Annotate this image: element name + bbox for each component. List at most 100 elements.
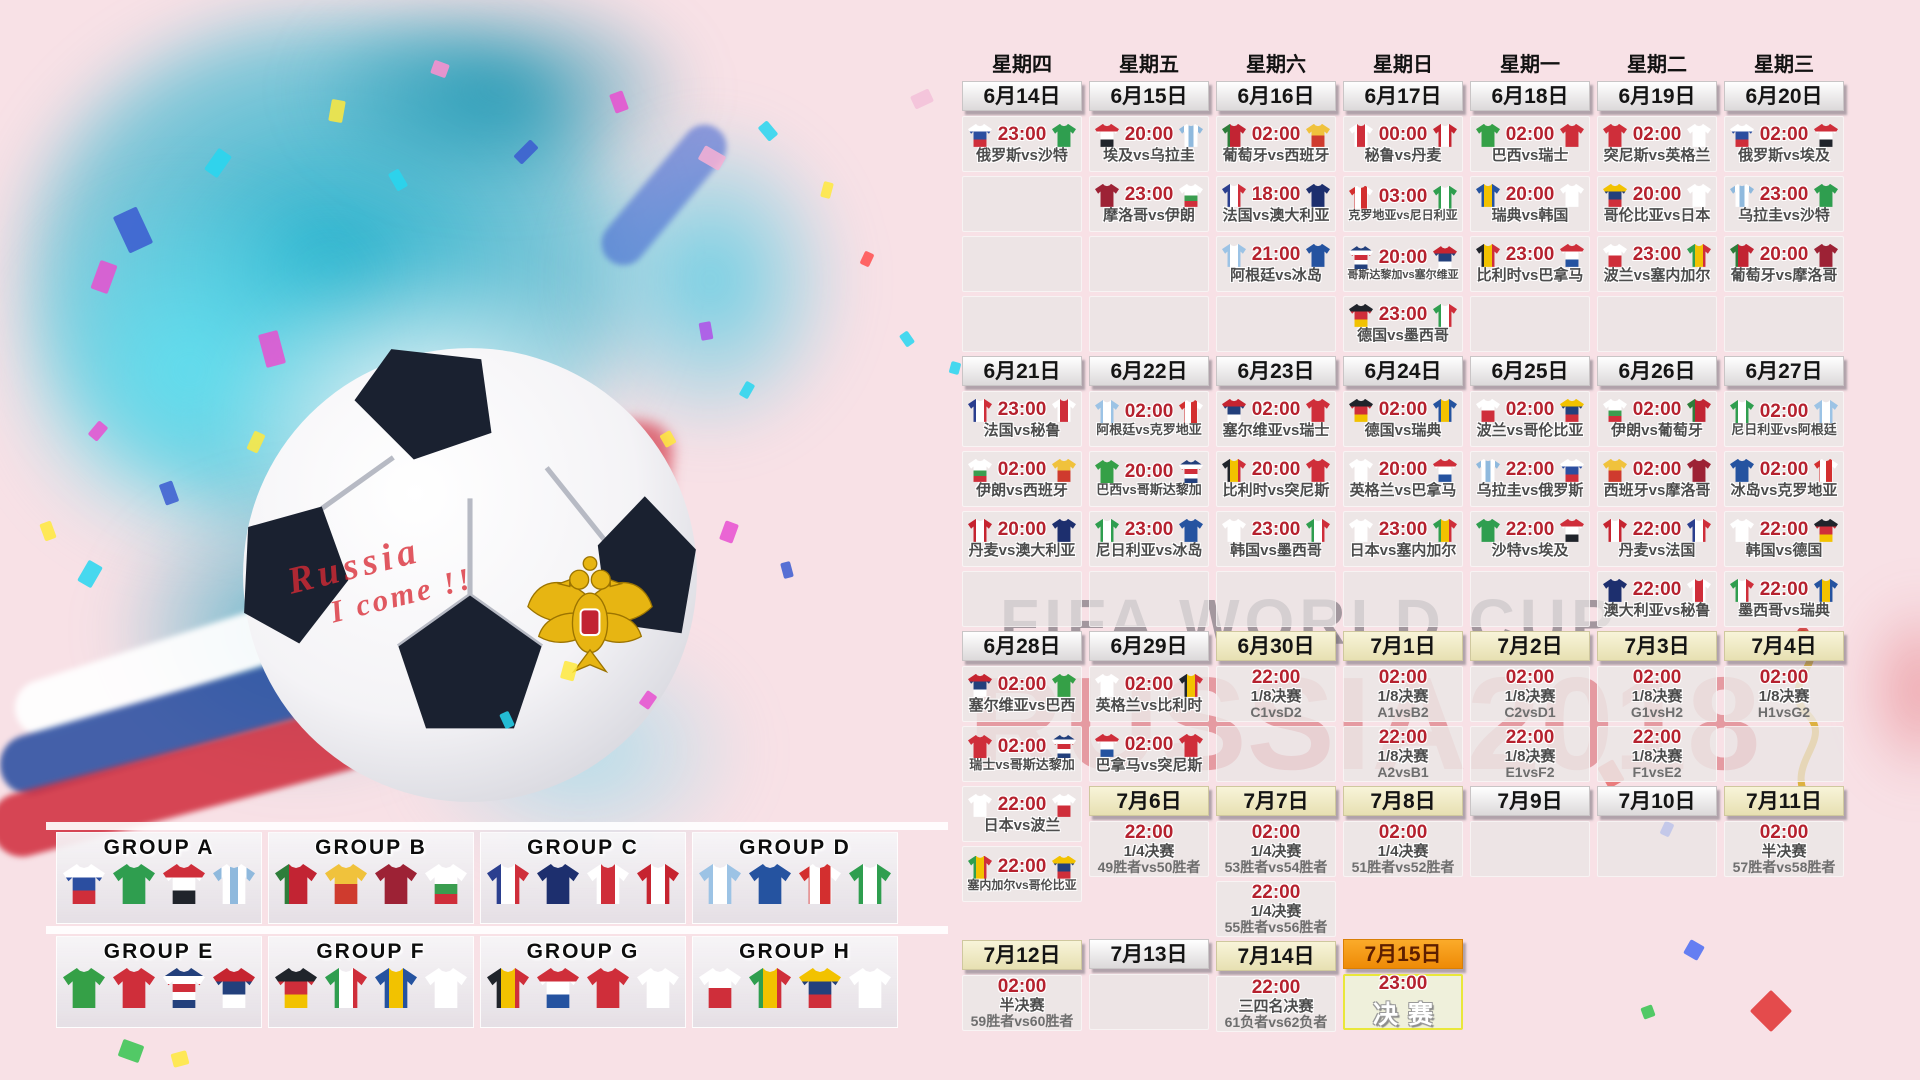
match-top-row: 22:00 <box>1471 518 1589 542</box>
jersey-icon-日本 <box>849 968 891 1008</box>
jersey-icon-德国 <box>1349 303 1373 327</box>
jersey-icon-塞尔维亚 <box>1222 398 1246 422</box>
group-jerseys <box>699 968 891 1008</box>
date-button: 6月19日 <box>1597 81 1717 111</box>
match-time: 23:00 <box>1124 184 1174 206</box>
jersey-icon-塞尔维亚 <box>968 673 992 697</box>
date-button: 7月7日 <box>1216 786 1336 816</box>
date-button: 7月1日 <box>1343 631 1463 661</box>
match-time: 22:00 <box>1124 822 1174 844</box>
fixture-label: 51胜者vs52胜者 <box>1351 859 1455 876</box>
date-button: 6月14日 <box>962 81 1082 111</box>
match-teams: 尼日利亚vs冰岛 <box>1095 541 1203 559</box>
match-teams: 阿根廷vs冰岛 <box>1230 266 1322 284</box>
groups-row-1: GROUP A GROUP B GROUP C GROUP D <box>56 832 898 924</box>
match-teams: 克罗地亚vs尼日利亚 <box>1348 207 1458 222</box>
round-label: 三四名决赛 <box>1238 998 1314 1016</box>
jersey-icon-克罗地亚 <box>1349 185 1373 209</box>
weekday-label: 星期日 <box>1373 54 1433 76</box>
match-teams: 西班牙vs摩洛哥 <box>1603 481 1711 499</box>
round-label: 1/4决赛 <box>1250 843 1302 861</box>
match-time: 02:00 <box>1251 399 1301 421</box>
group-jerseys <box>275 864 467 904</box>
jersey-icon-西班牙 <box>1305 123 1330 147</box>
group-title: GROUP H <box>739 940 851 963</box>
date-button: 6月29日 <box>1089 631 1209 661</box>
knockout-cell: 22:00 1/8决赛 C1vsD2 <box>1216 666 1336 722</box>
match-teams: 乌拉圭vs俄罗斯 <box>1476 481 1584 499</box>
match-time: 02:00 <box>1124 400 1174 422</box>
jersey-icon-澳大利亚 <box>537 864 579 904</box>
match-cell: 23:00 德国vs墨西哥 <box>1343 296 1463 352</box>
empty-cell <box>1089 296 1209 352</box>
jersey-icon-摩洛哥 <box>1095 183 1119 207</box>
match-teams: 巴西vs哥斯达黎加 <box>1096 482 1202 498</box>
jersey-icon-法国 <box>1222 183 1246 207</box>
date-button: 6月21日 <box>962 356 1082 386</box>
round-label: 半决赛 <box>999 997 1045 1015</box>
jersey-icon-塞尔维亚 <box>213 968 255 1008</box>
match-cell: 18:00 法国vs澳大利亚 <box>1216 176 1336 232</box>
jersey-icon-秘鲁 <box>1051 398 1076 422</box>
group-title: GROUP F <box>316 940 426 963</box>
date-button: 6月23日 <box>1216 356 1336 386</box>
date-button: 6月17日 <box>1343 81 1463 111</box>
date-button: 7月3日 <box>1597 631 1717 661</box>
knockout-cell: 02:00 半决赛 57胜者vs58胜者 <box>1724 821 1844 877</box>
match-top-row: 23:00 <box>963 123 1081 147</box>
weekday-label: 星期一 <box>1500 54 1560 76</box>
date-button: 6月20日 <box>1724 81 1844 111</box>
knockout-cell: 22:00 1/4决赛 49胜者vs50胜者 <box>1089 821 1209 877</box>
jersey-icon-瑞典 <box>1432 398 1457 422</box>
match-time: 20:00 <box>1251 459 1301 481</box>
match-cell: 22:00 日本vs波兰 <box>962 786 1082 842</box>
match-time: 02:00 <box>1759 822 1809 844</box>
jersey-icon-葡萄牙 <box>1222 123 1246 147</box>
fixture-label: C1vsD2 <box>1250 704 1302 721</box>
match-time: 23:00 <box>1632 244 1682 266</box>
jersey-icon-韩国 <box>1222 518 1246 542</box>
match-time: 02:00 <box>1759 400 1809 422</box>
match-teams: 摩洛哥vs伊朗 <box>1103 206 1195 224</box>
round-label: 1/8决赛 <box>1631 688 1683 706</box>
match-cell: 23:00 法国vs秘鲁 <box>962 391 1082 447</box>
match-top-row: 02:00 <box>963 735 1081 759</box>
jersey-icon-伊朗 <box>968 458 992 482</box>
jersey-icon-法国 <box>968 398 992 422</box>
match-top-row: 02:00 <box>1598 458 1716 482</box>
empty-cell <box>1597 296 1717 352</box>
match-teams: 日本vs波兰 <box>983 816 1061 834</box>
jersey-icon-沙特 <box>113 864 155 904</box>
jersey-icon-哥斯达黎加 <box>1051 735 1076 759</box>
jersey-icon-哥伦比亚 <box>1603 183 1627 207</box>
schedule-calendar: 星期四 6月14日 23:00 俄罗斯vs沙特 6月21日 23:00 法国vs秘鲁 02:0… <box>962 52 1844 1036</box>
jersey-icon-瑞士 <box>968 735 992 759</box>
match-top-row: 02:00 <box>1725 458 1843 482</box>
match-teams: 秘鲁vs丹麦 <box>1364 146 1442 164</box>
match-cell: 20:00 葡萄牙vs摩洛哥 <box>1724 236 1844 292</box>
match-time: 02:00 <box>1759 667 1809 689</box>
match-cell: 20:00 丹麦vs澳大利亚 <box>962 511 1082 567</box>
jersey-icon-波兰 <box>1476 398 1500 422</box>
jersey-icon-突尼斯 <box>1305 458 1330 482</box>
match-cell: 20:00 埃及vs乌拉圭 <box>1089 116 1209 172</box>
match-teams: 塞尔维亚vs巴西 <box>968 696 1076 714</box>
jersey-icon-葡萄牙 <box>1730 243 1754 267</box>
match-top-row: 02:00 <box>1598 398 1716 422</box>
match-top-row: 20:00 <box>1598 183 1716 207</box>
round-label: 1/8决赛 <box>1377 688 1429 706</box>
jersey-icon-哥伦比亚 <box>1559 398 1584 422</box>
match-cell: 23:00 俄罗斯vs沙特 <box>962 116 1082 172</box>
jersey-icon-乌拉圭 <box>1476 458 1500 482</box>
jersey-icon-克罗地亚 <box>1178 400 1203 424</box>
match-top-row: 23:00 <box>1090 183 1208 207</box>
match-time: 22:00 <box>1632 579 1682 601</box>
knockout-cell: 02:00 1/4决赛 51胜者vs52胜者 <box>1343 821 1463 877</box>
match-top-row: 20:00 <box>1090 123 1208 147</box>
match-teams: 沙特vs埃及 <box>1491 541 1569 559</box>
jersey-icon-突尼斯 <box>1178 733 1203 757</box>
match-cell: 22:00 塞内加尔vs哥伦比亚 <box>962 846 1082 902</box>
round-label: 1/8决赛 <box>1504 748 1556 766</box>
match-top-row: 02:00 <box>1217 123 1335 147</box>
